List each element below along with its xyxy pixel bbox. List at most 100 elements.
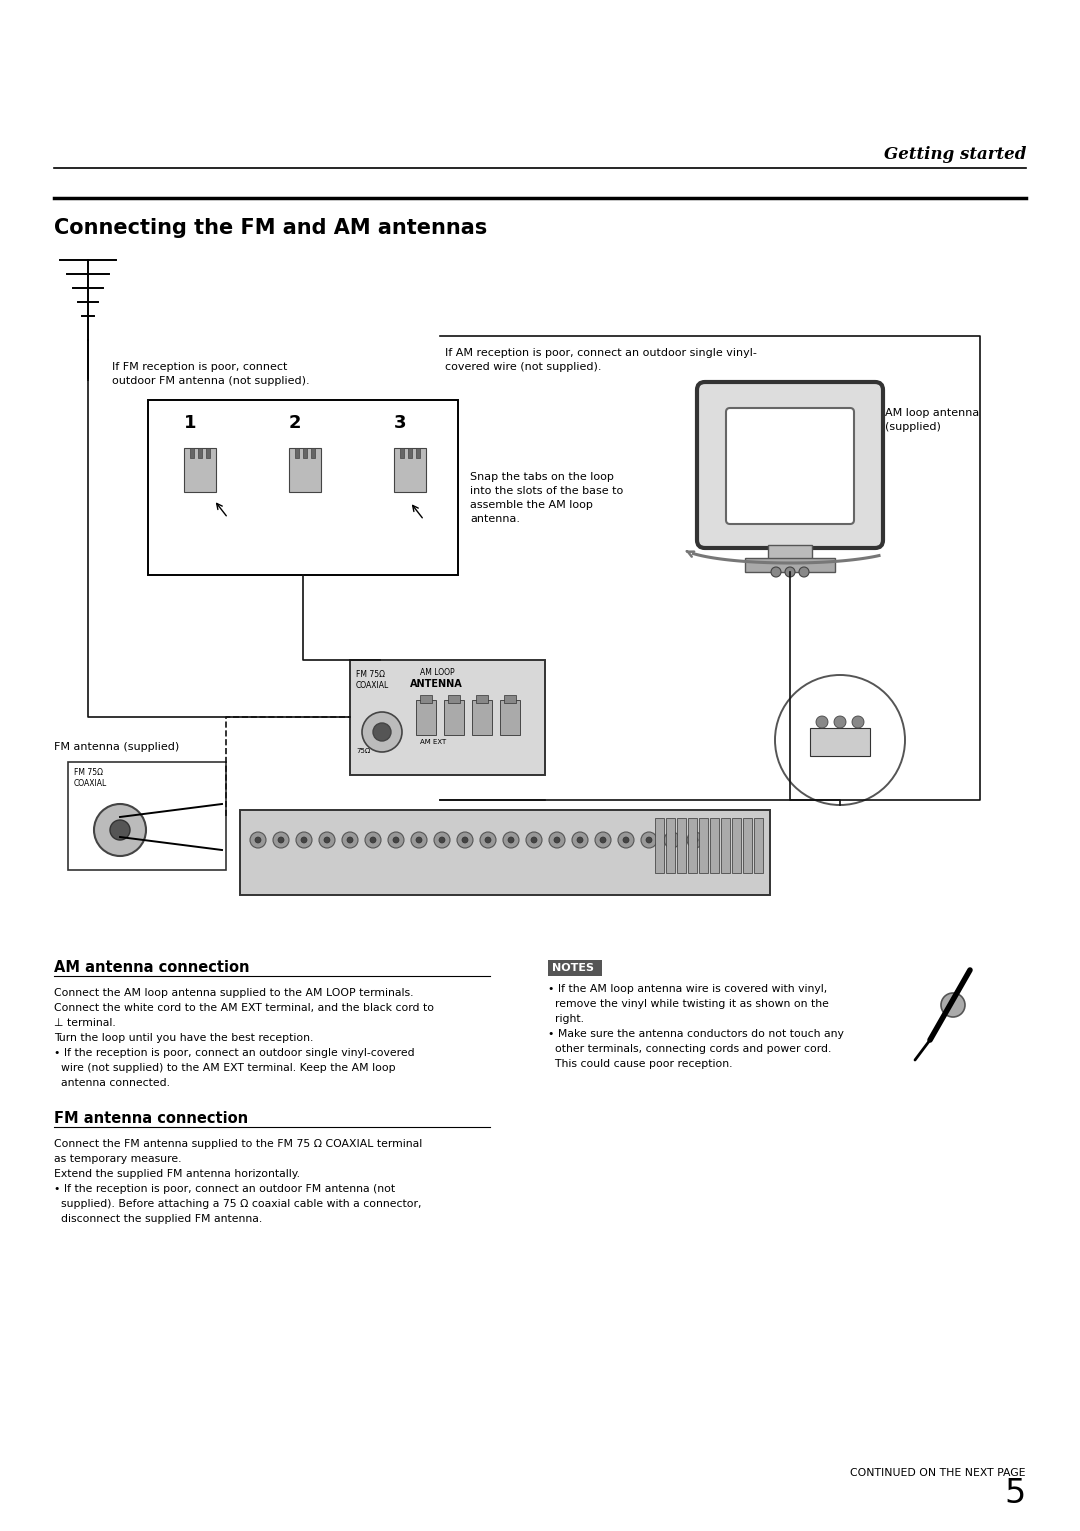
- Circle shape: [110, 821, 130, 841]
- Text: 5: 5: [1004, 1477, 1026, 1510]
- Text: CONTINUED ON THE NEXT PAGE: CONTINUED ON THE NEXT PAGE: [851, 1468, 1026, 1477]
- Bar: [350, 660, 545, 775]
- Text: This could cause poor reception.: This could cause poor reception.: [548, 1059, 732, 1069]
- Circle shape: [249, 831, 266, 848]
- Circle shape: [480, 831, 496, 848]
- Bar: [400, 449, 404, 458]
- Circle shape: [526, 831, 542, 848]
- Circle shape: [342, 831, 357, 848]
- Bar: [754, 818, 762, 873]
- Circle shape: [852, 717, 864, 729]
- Bar: [198, 449, 202, 458]
- Text: If FM reception is poor, connect: If FM reception is poor, connect: [112, 361, 287, 372]
- Circle shape: [324, 837, 330, 844]
- Text: If AM reception is poor, connect an outdoor single vinyl-: If AM reception is poor, connect an outd…: [445, 348, 757, 358]
- Bar: [732, 818, 741, 873]
- Circle shape: [388, 831, 404, 848]
- Text: as temporary measure.: as temporary measure.: [54, 1154, 181, 1164]
- Circle shape: [834, 717, 846, 729]
- Bar: [548, 960, 602, 975]
- Bar: [289, 449, 321, 491]
- Text: Turn the loop until you have the best reception.: Turn the loop until you have the best re…: [54, 1033, 313, 1043]
- Text: COAXIAL: COAXIAL: [75, 779, 107, 788]
- Bar: [303, 449, 307, 458]
- Text: • Make sure the antenna conductors do not touch any: • Make sure the antenna conductors do no…: [548, 1029, 843, 1040]
- Text: FM antenna connection: FM antenna connection: [54, 1112, 248, 1125]
- Text: Connecting the FM and AM antennas: Connecting the FM and AM antennas: [54, 217, 487, 237]
- Text: Connect the AM loop antenna supplied to the AM LOOP terminals.: Connect the AM loop antenna supplied to …: [54, 987, 414, 998]
- Bar: [768, 545, 812, 563]
- Circle shape: [623, 837, 629, 844]
- Bar: [311, 449, 315, 458]
- Text: antenna connected.: antenna connected.: [54, 1078, 170, 1089]
- Circle shape: [365, 831, 381, 848]
- Text: Extend the supplied FM antenna horizontally.: Extend the supplied FM antenna horizonta…: [54, 1170, 300, 1179]
- Bar: [444, 700, 464, 735]
- Circle shape: [255, 837, 261, 844]
- Circle shape: [416, 837, 422, 844]
- Bar: [295, 449, 299, 458]
- Text: wire (not supplied) to the AM EXT terminal. Keep the AM loop: wire (not supplied) to the AM EXT termin…: [54, 1063, 395, 1073]
- Circle shape: [347, 837, 353, 844]
- Circle shape: [572, 831, 588, 848]
- Text: 2: 2: [289, 413, 301, 432]
- Circle shape: [393, 837, 399, 844]
- Circle shape: [775, 675, 905, 805]
- Text: AM LOOP: AM LOOP: [420, 668, 455, 677]
- Circle shape: [373, 723, 391, 741]
- Bar: [810, 729, 870, 756]
- Circle shape: [278, 837, 284, 844]
- Text: (supplied): (supplied): [885, 423, 941, 432]
- Text: covered wire (not supplied).: covered wire (not supplied).: [445, 361, 602, 372]
- Bar: [654, 818, 664, 873]
- Bar: [394, 449, 426, 491]
- Text: 1: 1: [184, 413, 197, 432]
- Circle shape: [94, 804, 146, 856]
- Circle shape: [301, 837, 307, 844]
- Text: outdoor FM antenna (not supplied).: outdoor FM antenna (not supplied).: [112, 377, 310, 386]
- Circle shape: [941, 994, 966, 1017]
- Bar: [184, 449, 216, 491]
- Text: supplied). Before attaching a 75 Ω coaxial cable with a connector,: supplied). Before attaching a 75 Ω coaxi…: [54, 1199, 421, 1209]
- Circle shape: [577, 837, 583, 844]
- Circle shape: [411, 831, 427, 848]
- Bar: [721, 818, 730, 873]
- Bar: [666, 818, 675, 873]
- Bar: [408, 449, 411, 458]
- Text: COAXIAL: COAXIAL: [356, 681, 389, 690]
- Circle shape: [508, 837, 514, 844]
- Text: • If the reception is poor, connect an outdoor single vinyl-covered: • If the reception is poor, connect an o…: [54, 1049, 415, 1058]
- Circle shape: [457, 831, 473, 848]
- Text: ⊥ terminal.: ⊥ terminal.: [54, 1018, 116, 1027]
- Bar: [148, 400, 458, 576]
- FancyBboxPatch shape: [726, 407, 854, 524]
- Bar: [710, 818, 719, 873]
- Bar: [190, 449, 194, 458]
- Circle shape: [549, 831, 565, 848]
- Circle shape: [771, 566, 781, 577]
- Circle shape: [646, 837, 652, 844]
- Text: ANTENNA: ANTENNA: [410, 680, 462, 689]
- Circle shape: [434, 831, 450, 848]
- Circle shape: [319, 831, 335, 848]
- Text: 75Ω: 75Ω: [356, 749, 370, 753]
- Circle shape: [692, 837, 698, 844]
- Text: remove the vinyl while twisting it as shown on the: remove the vinyl while twisting it as sh…: [548, 1000, 828, 1009]
- Text: Connect the FM antenna supplied to the FM 75 Ω COAXIAL terminal: Connect the FM antenna supplied to the F…: [54, 1139, 422, 1148]
- Circle shape: [642, 831, 657, 848]
- Bar: [472, 700, 492, 735]
- Circle shape: [669, 837, 675, 844]
- Bar: [206, 449, 210, 458]
- Bar: [677, 818, 686, 873]
- Bar: [688, 818, 697, 873]
- Text: assemble the AM loop: assemble the AM loop: [470, 501, 593, 510]
- Bar: [416, 700, 436, 735]
- Text: AM EXT: AM EXT: [420, 739, 446, 746]
- Circle shape: [785, 566, 795, 577]
- Text: antenna.: antenna.: [470, 514, 519, 524]
- Bar: [504, 695, 516, 703]
- Bar: [68, 762, 226, 870]
- Text: right.: right.: [548, 1014, 584, 1024]
- Text: disconnect the supplied FM antenna.: disconnect the supplied FM antenna.: [54, 1214, 262, 1223]
- Text: AM antenna connection: AM antenna connection: [54, 960, 249, 975]
